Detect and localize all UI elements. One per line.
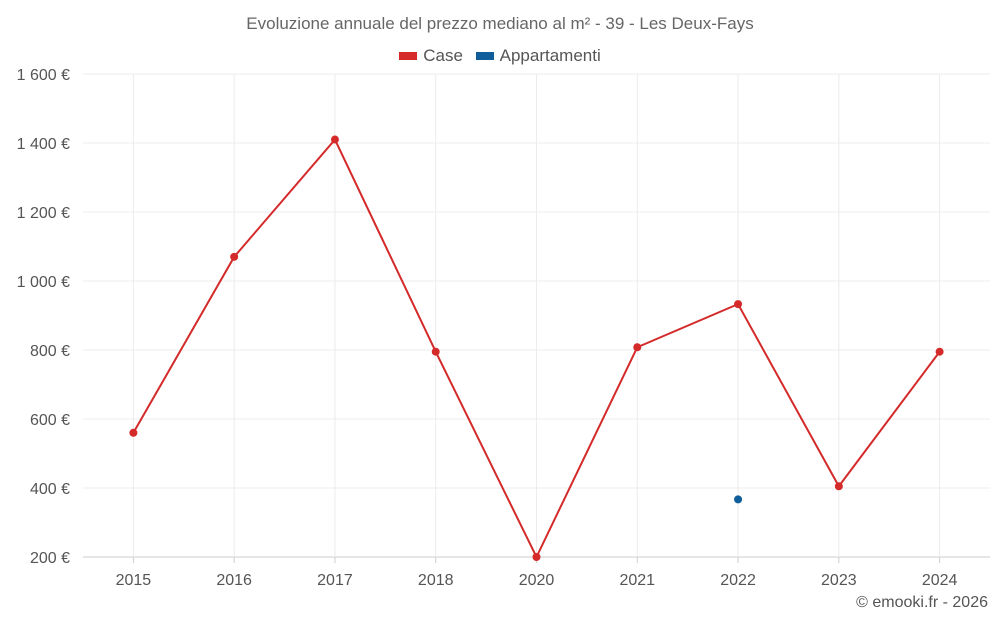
- data-point-case-2024: [935, 347, 944, 356]
- x-tick-label-2024: 2024: [922, 572, 958, 589]
- x-tick-label-2020: 2020: [519, 572, 555, 589]
- x-tick-label-2022: 2022: [720, 572, 756, 589]
- data-point-appartamenti-2022: [734, 495, 743, 504]
- x-tick-label-2017: 2017: [317, 572, 353, 589]
- x-tick-label-2015: 2015: [116, 572, 152, 589]
- chart-title: Evoluzione annuale del prezzo mediano al…: [246, 14, 754, 33]
- x-tick-label-2021: 2021: [619, 572, 655, 589]
- data-point-case-2023: [834, 482, 843, 491]
- legend: Case Appartamenti: [0, 45, 1000, 66]
- data-point-case-2015: [129, 428, 138, 437]
- data-point-case-2017: [330, 135, 339, 144]
- data-point-case-2020: [532, 553, 541, 561]
- legend-swatch-case: [399, 52, 418, 60]
- y-tick-label-600: 600 €: [30, 412, 70, 429]
- legend-label-case: Case: [423, 46, 463, 65]
- credit: © emooki.fr - 2026: [856, 594, 988, 611]
- y-tick-label-400: 400 €: [30, 481, 70, 498]
- data-point-case-2022: [734, 300, 743, 309]
- data-point-case-2021: [633, 343, 642, 352]
- legend-item-appartamenti[interactable]: Appartamenti: [475, 46, 601, 66]
- data-point-case-2016: [230, 252, 239, 261]
- x-tick-label-2018: 2018: [418, 572, 454, 589]
- y-tick-label-1400: 1 400 €: [17, 136, 70, 153]
- x-tick-label-2023: 2023: [821, 572, 857, 589]
- y-tick-label-200: 200 €: [30, 550, 70, 567]
- y-tick-label-1600: 1 600 €: [17, 67, 70, 84]
- legend-item-case[interactable]: Case: [399, 46, 463, 66]
- y-tick-label-1000: 1 000 €: [17, 274, 70, 291]
- y-tick-label-800: 800 €: [30, 343, 70, 360]
- legend-swatch-appartamenti: [475, 52, 494, 60]
- x-tick-label-2016: 2016: [216, 572, 252, 589]
- y-tick-label-1200: 1 200 €: [17, 205, 70, 222]
- legend-label-appartamenti: Appartamenti: [499, 46, 601, 65]
- data-point-case-2018: [431, 347, 440, 356]
